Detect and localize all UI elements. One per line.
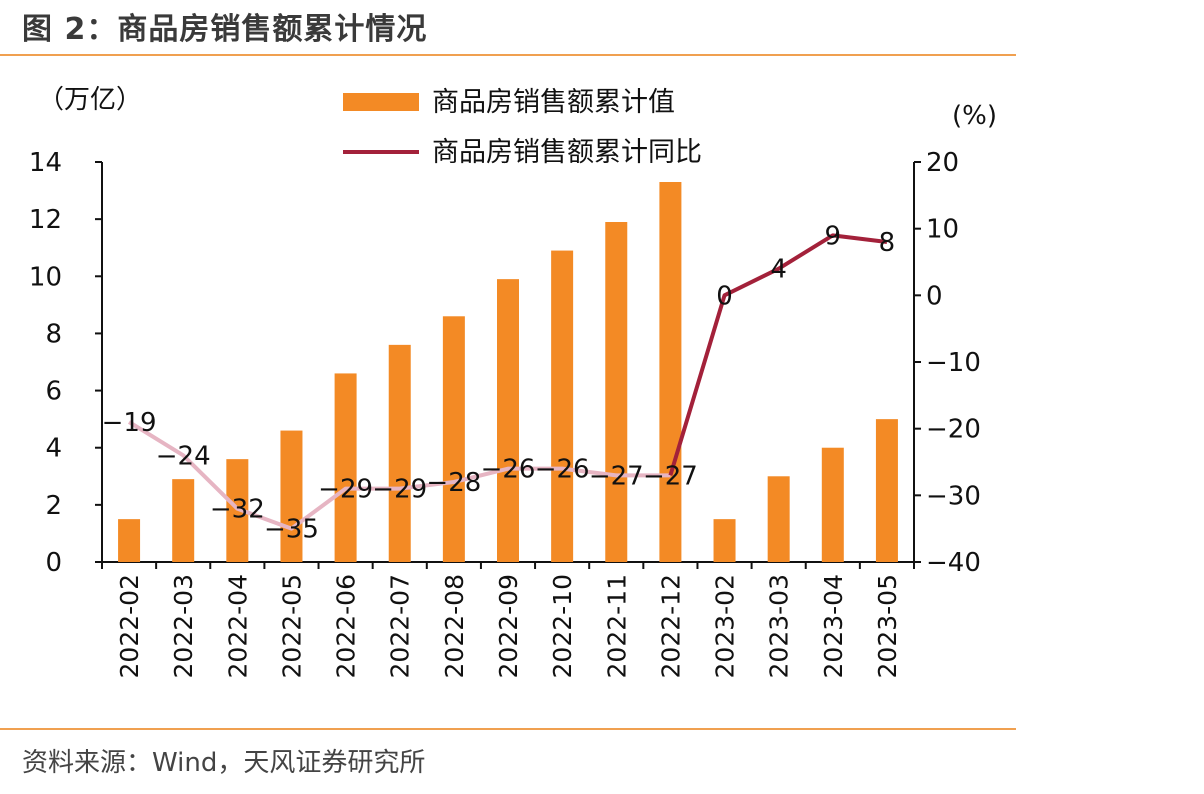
left-axis-unit: （万亿） <box>38 85 142 115</box>
bar <box>172 479 195 562</box>
line-data-label: −26 <box>535 455 590 485</box>
line-data-label: −32 <box>210 495 265 525</box>
right-tick-label: 10 <box>926 215 959 245</box>
line-data-label: −27 <box>643 461 698 491</box>
right-axis-unit: (%) <box>952 101 997 131</box>
right-tick-label: 20 <box>926 148 959 178</box>
line-data-label: −26 <box>481 455 536 485</box>
figure-title: 图 2：商品房销售额累计情况 <box>22 12 428 47</box>
left-tick-label: 2 <box>45 491 62 521</box>
x-tick-label: 2022-05 <box>277 574 306 678</box>
bar <box>280 430 303 562</box>
bar <box>875 419 898 562</box>
left-tick-label: 8 <box>45 319 62 349</box>
right-tick-label: −30 <box>926 481 981 511</box>
line-data-label: −27 <box>589 461 644 491</box>
bar <box>118 519 141 562</box>
x-tick-label: 2023-05 <box>873 574 902 678</box>
left-tick-label: 4 <box>45 434 62 464</box>
x-tick-label: 2023-03 <box>765 574 794 678</box>
x-tick-label: 2022-03 <box>169 574 198 678</box>
x-tick-label: 2023-02 <box>711 574 740 678</box>
x-tick-label: 2023-04 <box>819 574 848 678</box>
bar <box>821 447 844 562</box>
x-tick-label: 2022-02 <box>115 574 144 678</box>
legend-bar-swatch <box>343 93 419 111</box>
x-tick-label: 2022-09 <box>494 574 523 678</box>
left-tick-label: 12 <box>29 205 62 235</box>
left-tick-label: 6 <box>45 377 62 407</box>
line-data-label: 8 <box>879 228 896 258</box>
bar <box>442 316 465 562</box>
x-tick-label: 2022-06 <box>332 574 361 678</box>
line-data-label: 4 <box>770 255 787 285</box>
line-data-label: 9 <box>825 221 842 251</box>
line-series-2022 <box>128 420 671 531</box>
combo-chart: 0 2 4 6 8 10 12 14 −40 −30 −20 −10 0 10 20 （万亿） (%) 2022-… <box>29 85 997 678</box>
line-data-label: −29 <box>372 475 427 505</box>
line-series-2023 <box>668 233 888 476</box>
line-data-label: 0 <box>716 281 733 311</box>
x-tick-label: 2022-12 <box>656 574 685 678</box>
right-tick-label: −20 <box>926 415 981 445</box>
line-data-label: −24 <box>156 441 211 471</box>
bar <box>605 222 628 562</box>
line-data-label: −19 <box>102 408 157 438</box>
bar <box>713 519 736 562</box>
bar <box>388 344 411 562</box>
right-tick-label: −40 <box>926 548 981 578</box>
bar <box>497 279 519 562</box>
legend-line-label: 商品房销售额累计同比 <box>432 137 702 168</box>
legend-bar-label: 商品房销售额累计值 <box>432 87 675 118</box>
bar <box>767 476 790 562</box>
x-tick-label: 2022-10 <box>548 574 577 678</box>
bar <box>334 373 357 562</box>
right-tick-label: 0 <box>926 281 943 311</box>
line-data-label: −28 <box>426 468 481 498</box>
bottom-rule <box>0 728 1016 730</box>
x-tick-label: 2022-07 <box>386 574 415 678</box>
x-tick-label: 2022-08 <box>440 574 469 678</box>
right-tick-label: −10 <box>926 348 981 378</box>
bar <box>659 182 682 562</box>
source-note: 资料来源：Wind，天风证券研究所 <box>22 748 426 778</box>
line-data-label: −35 <box>264 515 319 545</box>
left-tick-label: 10 <box>29 262 62 292</box>
left-tick-label: 0 <box>45 548 62 578</box>
line-data-label: −29 <box>318 475 373 505</box>
top-rule <box>0 54 1016 56</box>
bar <box>551 250 574 563</box>
x-tick-label: 2022-11 <box>602 574 631 678</box>
left-tick-label: 14 <box>29 148 62 178</box>
x-tick-label: 2022-04 <box>223 574 252 678</box>
